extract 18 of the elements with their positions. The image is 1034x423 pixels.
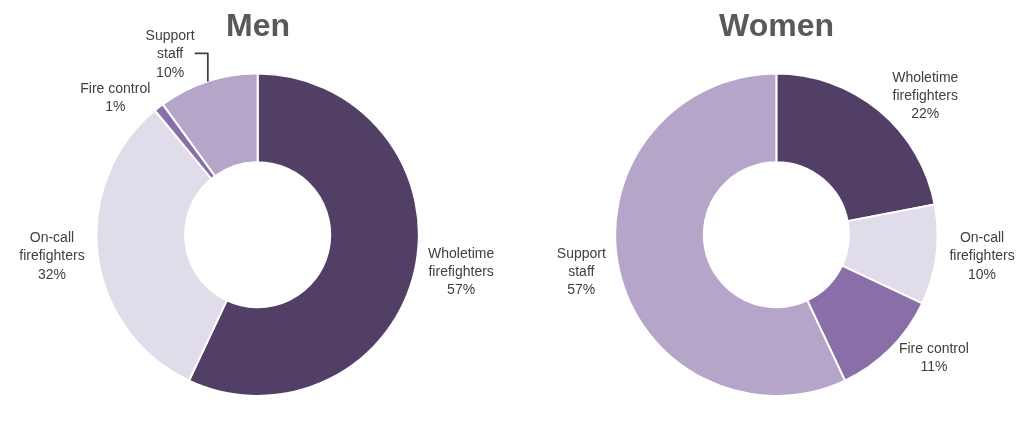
chart-title: Men	[226, 7, 290, 43]
slice-label: Fire control	[898, 340, 969, 357]
data-label: 11%	[920, 358, 948, 375]
data-label: 10%	[968, 265, 997, 282]
data-label: 22%	[911, 105, 940, 122]
data-label: 10%	[156, 63, 185, 80]
data-label: 57%	[447, 281, 476, 298]
slice-label: Wholetime firefighters	[428, 244, 495, 280]
slice-label: Support staff	[145, 27, 195, 62]
slice-label: Fire control	[80, 79, 151, 96]
slice-label: On-call firefighters	[949, 229, 1015, 264]
data-label: 1%	[105, 97, 126, 114]
slice-label: Wholetime firefighters	[892, 68, 959, 103]
slice-label: Support staff	[556, 244, 606, 280]
chart-title: Women	[719, 7, 834, 43]
data-label: 57%	[567, 281, 596, 298]
data-label: 32%	[37, 265, 66, 282]
slice-label: On-call firefighters	[19, 229, 85, 264]
